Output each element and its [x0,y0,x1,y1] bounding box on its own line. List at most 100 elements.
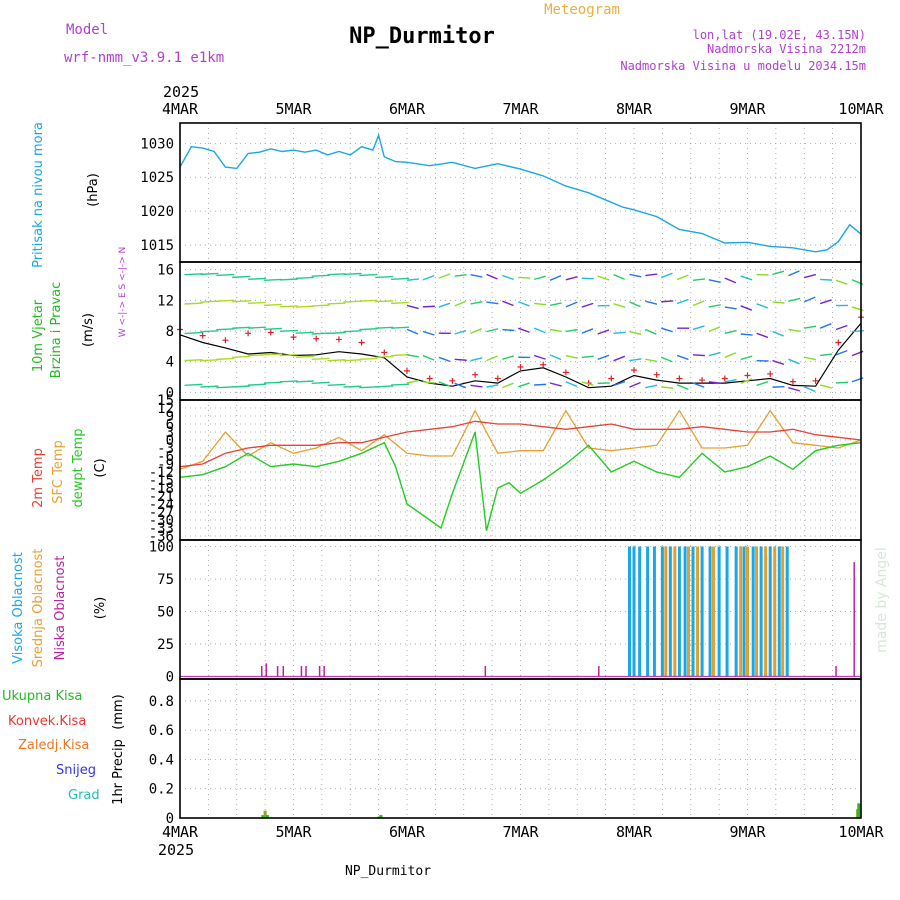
wind-arrow [581,328,594,334]
y-tick-label: 15 [157,393,174,409]
wind-arrow [422,354,435,361]
wind-arrow [248,277,267,281]
wind-arrow [438,381,451,387]
time-tick-bottom: 6MAR [389,823,426,841]
wind-arrow [454,382,467,389]
cloud-bar-low [318,666,321,677]
time-tick-bottom: 8MAR [616,823,653,841]
cloud-bar-mid [664,546,668,677]
wind-arrow [533,327,546,334]
y-tick-label: 25 [157,637,174,653]
panel-frames [179,122,862,819]
wind-arrow [533,354,546,360]
data-series [177,132,864,818]
wind-arrow [645,328,657,335]
wind-arrow [391,301,410,305]
y-tick-label: 9 [166,409,174,425]
wind-arrow [629,381,641,388]
year-label-bottom: 2025 [158,841,194,859]
wind-arrow [756,332,769,339]
wind-arrow [804,273,817,279]
wind-arrow [232,300,251,303]
wind-arrow [438,302,451,308]
cloud-bar-high [785,546,789,677]
wind-arrow [200,359,219,362]
y-tick-label: 0.2 [149,782,174,798]
legend-total-rain: Ukupna Kisa [2,689,82,704]
wind-arrow [645,358,658,363]
cloud-bar-mid [696,546,700,677]
grid-lines [179,123,862,819]
wind-arrow [803,296,816,303]
wind-arrow [788,386,801,392]
cloud-mid-ylabel: Srednja Oblacnost [31,549,46,668]
wind-arrow [343,385,362,388]
wind-gust-marker [335,336,342,343]
wind-arrow [295,331,314,334]
y-tick-label: 4 [166,355,174,371]
wind-arrow [724,378,737,383]
legend-snow: Snijeg [56,763,96,778]
footer-title: NP_Durmitor [345,864,431,879]
wind-arrow [819,384,832,389]
wind-arrow [772,330,784,337]
cloud-bar-mid [773,546,777,677]
wind-arrow [406,354,419,358]
wind-arrow [724,306,737,310]
cloud-bar-mid [781,546,785,677]
wind-arrow [661,300,674,303]
y-tick-label: 0 [166,433,174,449]
temp-2m-ylabel: 2m Temp [31,448,46,508]
wind-arrow [375,300,394,303]
y-tick-label: -9 [157,457,174,473]
wind-arrow [311,274,330,277]
precip-unit: (mm) [111,694,126,729]
wind-arrow [200,385,219,388]
y-tick-label: -3 [157,441,174,457]
wind-arrow [756,380,769,387]
wind-arrow [216,299,235,302]
wind-unit: (m/s) [81,313,96,347]
wind-arrow [708,304,721,308]
y-tick-label: 0 [166,669,174,685]
wind-gust-marker [699,377,706,384]
wind-arrow [676,354,689,361]
y-tick-label: 0 [166,385,174,401]
wind-arrow [645,300,658,305]
wind-arrow [740,305,753,311]
wind-arrow [311,304,330,307]
wind-arrow [263,327,283,331]
wind-gust-marker [245,330,252,337]
cloud-bar-low [265,663,268,677]
wind-arrow [311,357,330,361]
y-tick-label: 0 [166,811,174,827]
wind-arrow [708,326,721,333]
cloud-bar-mid [686,546,690,677]
credit-watermark: made by Angel [874,547,890,653]
wind-arrow [200,272,219,276]
wind-arrow [422,274,435,281]
wind-arrow [835,381,849,384]
wind-arrow [772,301,785,304]
y-tick-label: 6 [166,417,174,433]
wind-arrow [486,328,499,333]
wind-arrow [438,356,451,363]
wind-arrow [248,326,267,329]
wind-gust-marker [562,369,569,376]
cloud-bar-high [717,546,721,677]
cloud-bar-low [276,666,279,677]
y-tick-label: -15 [149,473,174,489]
wind-arrow [788,297,801,302]
wind-arrow [803,386,816,393]
wind-arrow [549,382,562,387]
wind-arrow [327,331,346,335]
wind-gust-marker [721,375,728,382]
legend-freezing-rain: Zaledj.Kisa [18,738,89,753]
time-axis-bottom: 4MAR 5MAR 6MAR 7MAR 8MAR 9MAR 10MAR [162,823,885,841]
wind-arrow [692,325,705,331]
wind-gust-marker [449,377,456,384]
wind-arrow [422,305,435,308]
time-tick-top: 6MAR [389,100,426,118]
wind-arrow [406,328,419,335]
wind-arrow [216,357,235,361]
